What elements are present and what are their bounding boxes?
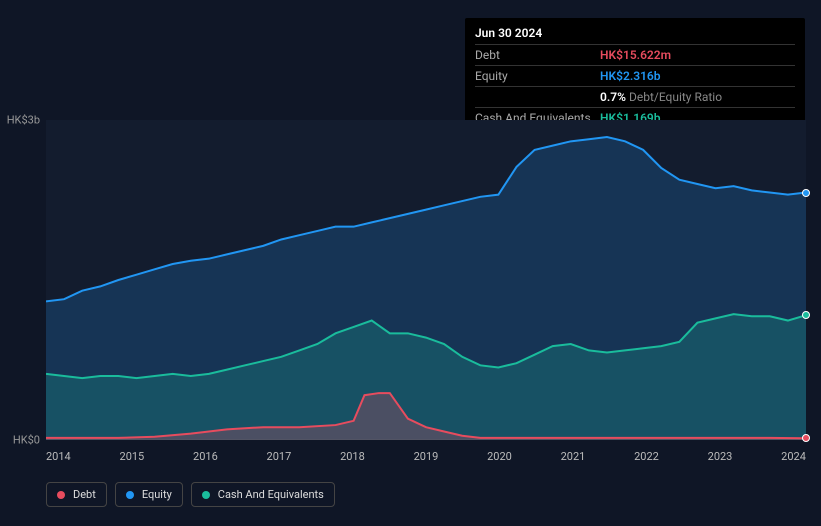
- series-end-marker: [802, 311, 810, 319]
- x-axis-label: 2023: [708, 450, 733, 463]
- series-end-marker: [802, 434, 810, 442]
- area-chart[interactable]: [46, 120, 806, 440]
- tooltip-label: Debt: [475, 48, 600, 62]
- x-axis-label: 2021: [561, 450, 586, 463]
- legend-item[interactable]: Debt: [46, 482, 107, 507]
- y-axis-label: HK$3b: [7, 114, 40, 127]
- legend-dot-icon: [202, 491, 210, 499]
- legend-label: Equity: [142, 488, 172, 501]
- legend-dot-icon: [126, 491, 134, 499]
- chart-tooltip: Jun 30 2024 DebtHK$15.622mEquityHK$2.316…: [465, 18, 805, 134]
- chart-area: HK$0HK$3b 201420152016201720182019202020…: [16, 120, 806, 480]
- tooltip-label: Equity: [475, 69, 600, 83]
- x-axis-label: 2018: [340, 450, 365, 463]
- series-end-marker: [802, 189, 810, 197]
- legend-item[interactable]: Cash And Equivalents: [191, 482, 335, 507]
- x-axis-label: 2022: [634, 450, 659, 463]
- tooltip-row: EquityHK$2.316b: [475, 65, 795, 86]
- tooltip-value: 0.7% Debt/Equity Ratio: [600, 90, 722, 104]
- x-axis: 2014 2015 2016 2017 2018 2019 2020 2021 2022 2023…: [46, 450, 806, 463]
- legend-label: Cash And Equivalents: [218, 488, 324, 501]
- x-axis-label: 2024: [781, 450, 806, 463]
- legend-item[interactable]: Equity: [115, 482, 183, 507]
- tooltip-date: Jun 30 2024: [475, 24, 795, 44]
- tooltip-row: DebtHK$15.622m: [475, 44, 795, 65]
- x-axis-label: 2019: [414, 450, 439, 463]
- x-axis-label: 2015: [120, 450, 145, 463]
- legend-dot-icon: [57, 491, 65, 499]
- tooltip-value: HK$2.316b: [600, 69, 661, 83]
- legend: Debt Equity Cash And Equivalents: [46, 482, 335, 507]
- tooltip-row: 0.7% Debt/Equity Ratio: [475, 86, 795, 107]
- x-axis-label: 2020: [487, 450, 512, 463]
- x-axis-label: 2017: [267, 450, 292, 463]
- x-axis-label: 2014: [46, 450, 71, 463]
- y-axis-label: HK$0: [13, 434, 40, 447]
- tooltip-label: [475, 90, 600, 104]
- legend-label: Debt: [73, 488, 96, 501]
- x-axis-label: 2016: [193, 450, 218, 463]
- tooltip-value: HK$15.622m: [600, 48, 671, 62]
